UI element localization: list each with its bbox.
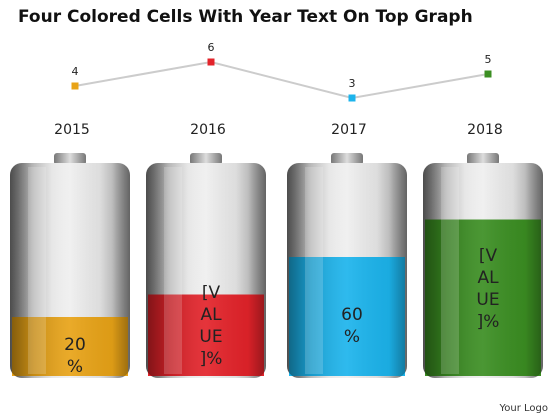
battery-cap (190, 153, 222, 165)
year-label: 2017 (331, 122, 367, 138)
battery-shade (423, 163, 543, 378)
year-label: 2016 (190, 122, 226, 138)
battery-cap (54, 153, 86, 165)
year-label: 2015 (54, 122, 90, 138)
line-value-label: 6 (208, 41, 215, 54)
battery-highlight (441, 167, 459, 374)
year-label: 2018 (467, 122, 503, 138)
line-marker (207, 58, 215, 66)
battery-shade (146, 163, 266, 378)
trend-line (74, 60, 489, 100)
value-label: [V AL UE ]% (199, 283, 223, 370)
line-marker (484, 70, 492, 78)
battery-highlight (164, 167, 182, 374)
line-marker (71, 82, 79, 90)
battery-cap (331, 153, 363, 165)
line-value-label: 3 (349, 77, 356, 90)
value-label: [V AL UE ]% (476, 245, 500, 332)
battery-shade (10, 163, 130, 378)
value-label: 20 % (64, 334, 86, 377)
logo: Your Logo (498, 403, 548, 414)
value-label: 60 % (341, 304, 363, 347)
battery-highlight (28, 167, 46, 374)
battery-cap (467, 153, 499, 165)
battery-shade (287, 163, 407, 378)
battery-highlight (305, 167, 323, 374)
line-value-label: 5 (485, 53, 492, 66)
chart-title: Four Colored Cells With Year Text On Top… (18, 7, 473, 27)
line-value-label: 4 (72, 65, 79, 78)
line-marker (348, 94, 356, 102)
